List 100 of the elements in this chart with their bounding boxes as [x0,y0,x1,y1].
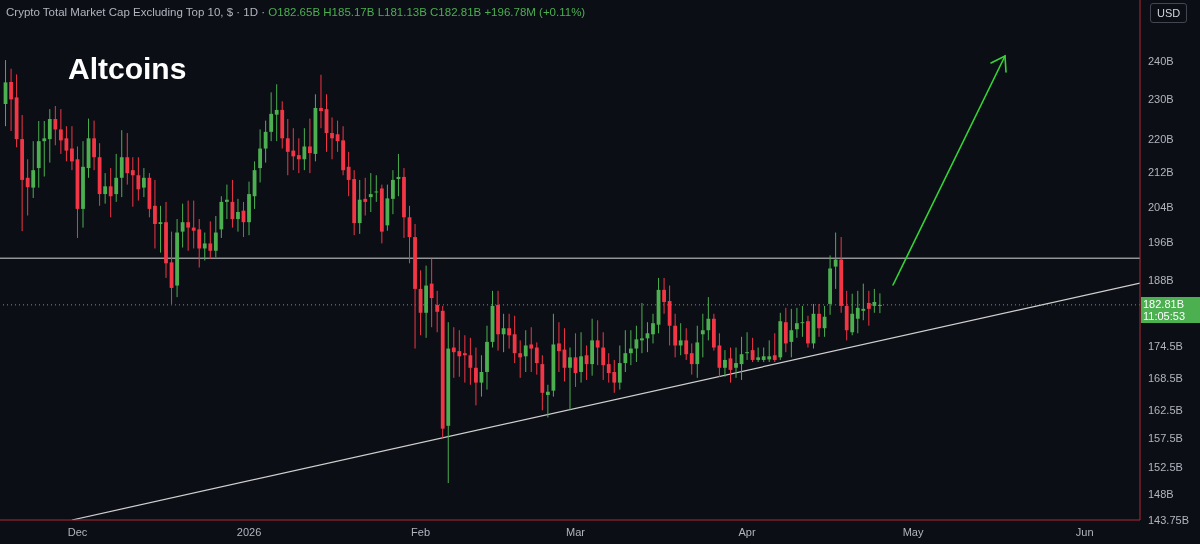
candlestick [9,68,13,132]
candlestick [130,156,135,208]
text: O182.65B H185.17B L181.13B C182.81B +196.78M (+0.11%) [268,6,586,18]
candlestick [42,120,47,178]
candlestick [507,313,512,350]
candlestick [772,332,777,363]
y-tick-label: 240B [1148,55,1174,68]
y-tick-label: 143.75B [1148,513,1189,526]
candlestick [53,105,58,146]
y-tick-label: 196B [1148,236,1174,249]
x-tick-label: Dec [67,525,88,538]
candlestick [678,322,683,356]
candlestick [47,108,52,164]
candlestick [368,172,373,213]
text: Crypto Total Market Cap Excluding Top 10, $ · 1D · [6,6,266,18]
x-tick-label: Feb [411,525,431,538]
candlestick [258,128,262,183]
y-tick-label: 212B [1148,166,1174,179]
y-tick-label: 152.5B [1148,461,1183,474]
candlestick [783,307,788,353]
y-tick-label: 188B [1148,273,1174,286]
candlestick [734,347,738,379]
candlestick [136,156,141,202]
candlestick [302,127,307,171]
candlestick [651,313,655,344]
x-tick-label: May [902,525,924,538]
candlestick [545,384,550,418]
candlestick [31,140,36,199]
candlestick [141,167,146,198]
candlestick [673,313,678,358]
candlestick [296,137,301,174]
candlestick [435,290,440,333]
candlestick [213,215,218,258]
candlestick [684,327,689,361]
candlestick [529,326,534,373]
candlestick [700,313,705,358]
y-tick-label: 204B [1148,200,1174,213]
candlestick [274,83,279,142]
candlestick [308,118,312,174]
x-tick-label: Apr [738,525,756,538]
candlestick [429,258,434,328]
candlestick [623,329,628,373]
candlestick [789,308,794,358]
candlestick [817,303,821,338]
candlestick [584,344,589,381]
candlestick [468,337,473,386]
candlestick [153,179,157,249]
y-tick-label: 230B [1148,93,1174,106]
ref-line-label: 182.81B [1143,297,1185,310]
candlestick [518,339,523,379]
candlestick [806,315,810,349]
candlestick [319,74,323,129]
candlestick [92,120,96,171]
candlestick [601,331,606,381]
candlestick [617,344,622,391]
y-tick-label: 148B [1148,487,1174,500]
candlestick [108,167,113,218]
candlestick [374,174,379,203]
candlestick [595,319,600,366]
candlestick [794,307,799,339]
candlestick [534,341,539,376]
y-tick-label: 157.5B [1148,432,1183,445]
candlestick [474,347,478,406]
x-tick-label: Jun [1075,525,1094,538]
candlestick [25,158,30,217]
x-tick-label: 2026 [236,525,262,538]
candlestick [723,349,727,378]
candlestick [236,198,240,233]
candlestick [58,108,63,155]
candlestick [263,120,268,164]
candlestick [689,342,694,376]
candlestick [363,177,368,217]
candlestick [114,153,119,203]
x-tick-label: Mar [566,525,586,538]
candlestick [391,169,395,215]
candlestick [462,334,467,384]
candlestick [125,132,130,186]
candlestick [557,321,561,373]
candlestick [662,277,666,315]
candlestick [269,91,274,142]
candlestick [202,232,207,261]
candlestick [224,184,229,220]
candlestick [180,203,185,249]
candlestick [186,200,191,252]
candlestick [750,337,755,363]
candlestick [119,129,124,198]
candlestick [745,331,749,361]
candlestick [103,172,108,205]
candlestick [512,315,517,364]
y-tick-label: 174.5B [1148,340,1183,353]
candlestick [568,347,572,411]
y-tick-label: 220B [1148,133,1174,146]
candlestick [833,232,838,290]
candlestick [330,116,334,160]
annotation: Altcoins [68,52,187,86]
text: USD [1150,3,1188,23]
candlestick [357,179,362,235]
candlestick [579,331,583,384]
candlestick [70,125,74,171]
y-tick-label: 168.5B [1148,371,1183,384]
